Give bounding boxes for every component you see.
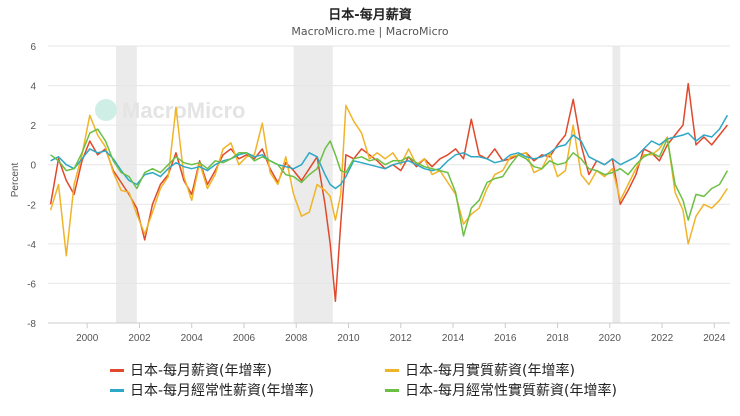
recession-bands — [115, 46, 621, 323]
x-tick-label: 2022 — [651, 333, 674, 344]
series-line-2 — [50, 114, 729, 190]
series-line-3 — [50, 128, 729, 237]
y-tick-label: -6 — [27, 279, 36, 290]
x-tick-label: 2010 — [337, 333, 360, 344]
y-tick-label: 6 — [30, 42, 36, 53]
legend-label-1: 日本-每月實質薪資(年增率) — [405, 363, 575, 379]
x-tick-label: 2002 — [128, 333, 151, 344]
legend-label-3: 日本-每月經常性實質薪資(年增率) — [405, 383, 617, 399]
legend-item-series-3[interactable]: 日本-每月經常性實質薪資(年增率) — [385, 380, 617, 400]
watermark-layer: MacroMicro — [95, 98, 245, 123]
series-line-1 — [49, 104, 729, 257]
legend-label-0: 日本-每月薪資(年增率) — [130, 363, 272, 379]
chart-title: 日本-每月薪資 — [328, 8, 412, 23]
legend-swatch-3 — [385, 388, 399, 392]
y-axis-label: Percent — [10, 163, 21, 198]
y-tick-label: 4 — [30, 82, 36, 93]
legend-swatch-1 — [385, 368, 399, 372]
chart-subtitle: MacroMicro.me | MacroMicro — [291, 25, 449, 38]
legend-item-series-1[interactable]: 日本-每月實質薪資(年增率) — [385, 360, 575, 380]
watermark-text: MacroMicro — [122, 98, 245, 123]
legend-item-series-0[interactable]: 日本-每月薪資(年增率) — [110, 360, 272, 380]
x-tick-label: 2006 — [233, 333, 256, 344]
y-tick-label: -4 — [27, 240, 36, 251]
x-tick-label: 2004 — [181, 333, 204, 344]
x-axis: 2000 2002 2004 2006 2008 2010 2012 2014 2016 2018… — [48, 322, 730, 344]
legend-swatch-0 — [110, 368, 124, 372]
series-lines — [49, 82, 729, 302]
legend-item-series-2[interactable]: 日本-每月經常性薪資(年增率) — [110, 380, 314, 400]
legend-swatch-2 — [110, 388, 124, 392]
y-tick-label: -8 — [27, 319, 36, 330]
x-tick-label: 2000 — [76, 333, 99, 344]
y-tick-label: 0 — [30, 161, 36, 172]
recession-band-0 — [115, 46, 137, 323]
y-tick-label: 2 — [30, 121, 36, 132]
recession-band-1 — [293, 46, 333, 323]
watermark-logo-icon — [95, 99, 117, 121]
x-tick-label: 2016 — [494, 333, 517, 344]
x-tick-label: 2012 — [390, 333, 413, 344]
x-tick-label: 2014 — [442, 333, 465, 344]
x-tick-label: 2018 — [546, 333, 569, 344]
legend-label-2: 日本-每月經常性薪資(年增率) — [130, 383, 314, 399]
x-tick-label: 2008 — [285, 333, 308, 344]
y-tick-label: -2 — [27, 200, 36, 211]
x-tick-label: 2024 — [703, 333, 726, 344]
x-tick-label: 2020 — [599, 333, 622, 344]
y-axis: -8 -6 -4 -2 0 2 4 6 — [27, 42, 36, 330]
